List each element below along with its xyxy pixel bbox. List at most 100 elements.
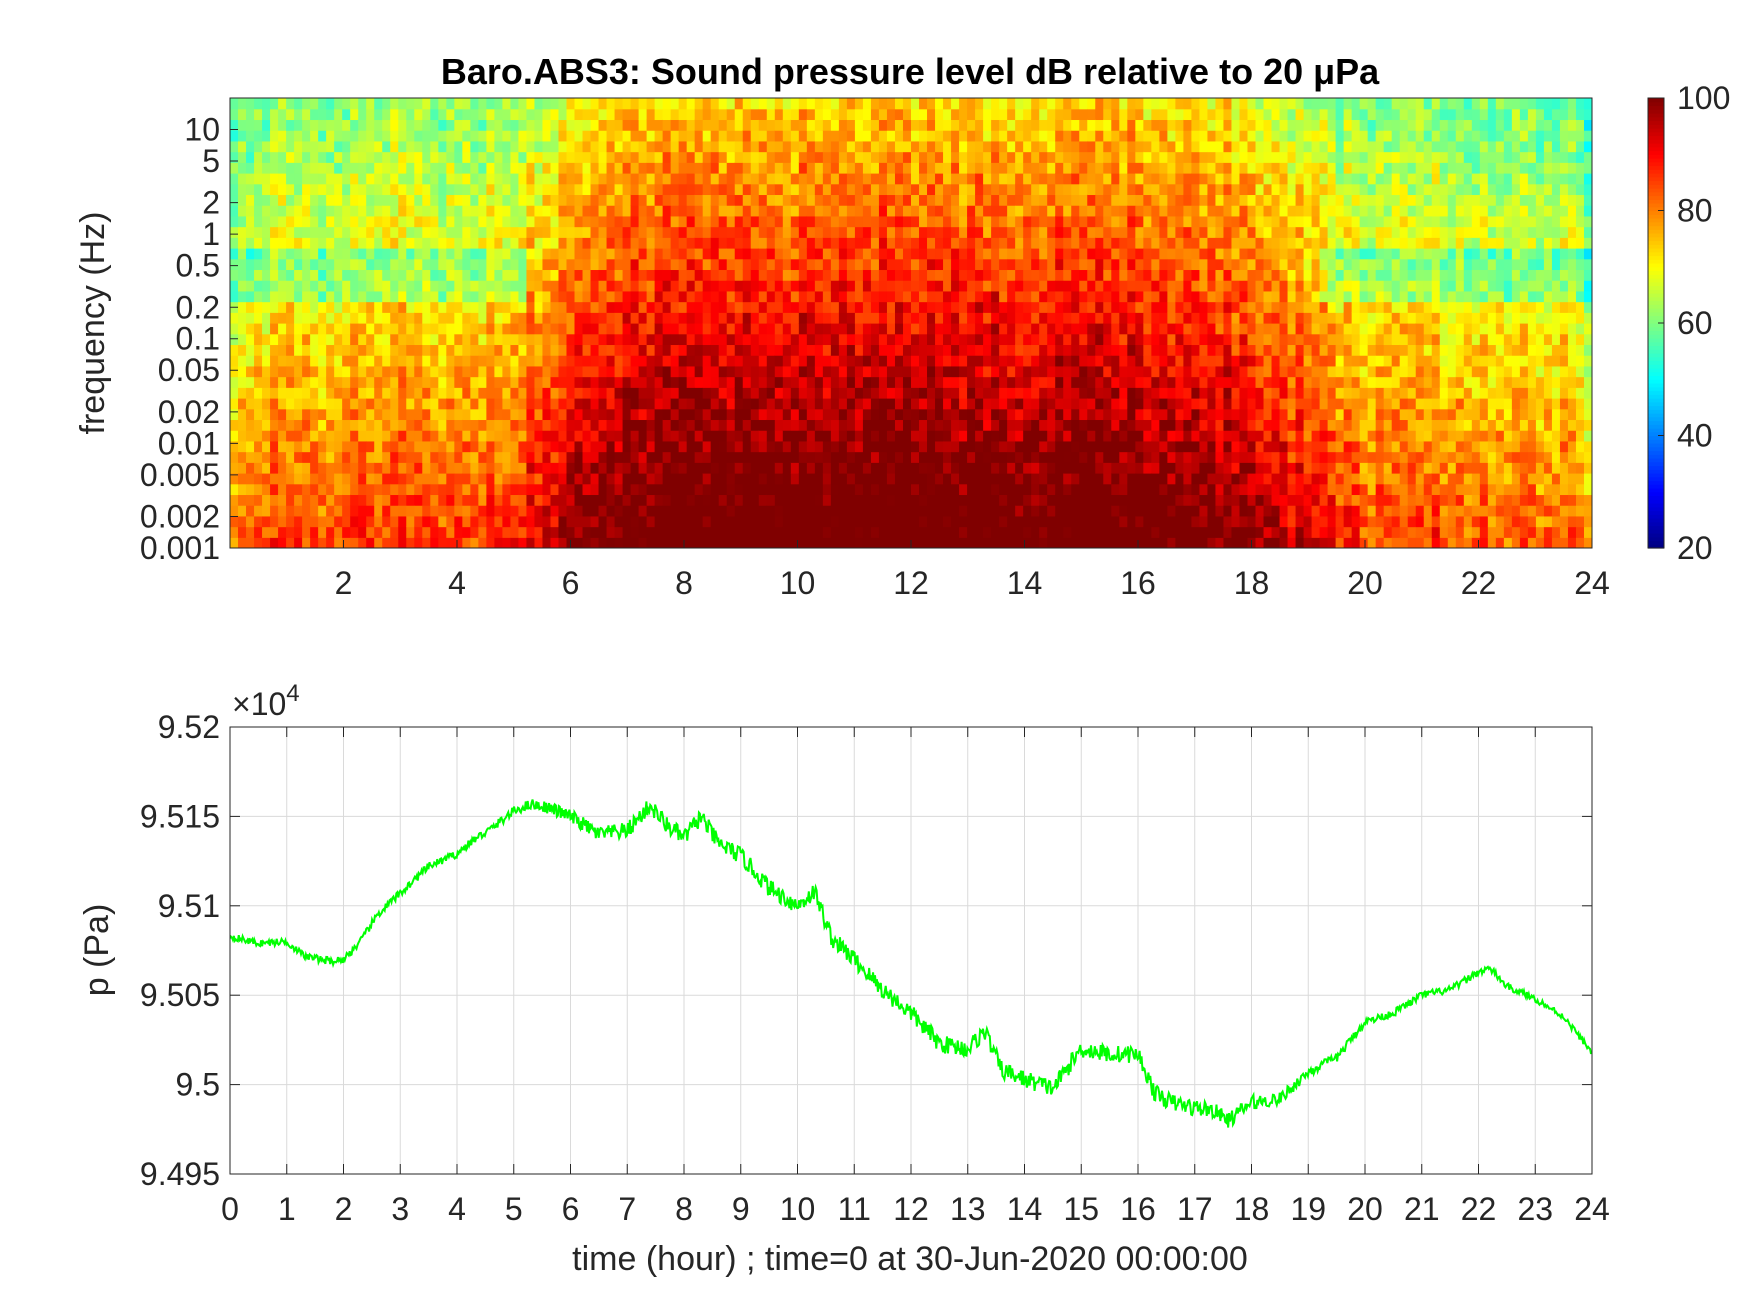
spectrogram-cell	[302, 226, 311, 238]
spectrogram-cell	[470, 451, 479, 463]
spectrogram-cell	[886, 494, 896, 506]
spectrogram-cell	[975, 194, 984, 206]
spectrogram-cell	[919, 505, 928, 517]
spectrogram-cell	[750, 183, 760, 196]
spectrogram-cell	[750, 365, 760, 378]
spectrogram-cell	[734, 215, 744, 228]
spectrogram-cell	[1007, 205, 1016, 217]
spectrogram-cell	[782, 483, 792, 496]
spectrogram-cell	[366, 419, 375, 431]
spectrogram-cell	[1111, 515, 1120, 528]
spectrogram-cell	[1015, 301, 1024, 313]
spectrogram-cell	[694, 494, 704, 506]
spectrogram-cell	[254, 248, 263, 260]
spectrogram-cell	[862, 248, 872, 260]
spectrogram-cell	[638, 387, 648, 399]
spectrogram-cell	[630, 398, 640, 410]
spectrogram-cell	[750, 355, 760, 367]
spectrogram-cell	[230, 430, 239, 442]
spectrogram-cell	[238, 301, 247, 313]
spectrogram-cell	[814, 237, 824, 249]
spectrogram-cell	[1167, 140, 1176, 153]
spectrogram-cell	[774, 408, 784, 421]
spectrogram-cell	[422, 473, 431, 485]
spectrogram-cell	[430, 312, 439, 324]
spectrogram-cell	[983, 312, 992, 324]
spectrogram-cell	[1143, 280, 1152, 292]
spectrogram-cell	[959, 376, 968, 388]
spectrogram-cell	[638, 237, 648, 249]
spectrogram-cell	[1007, 355, 1016, 367]
spectrogram-cell	[550, 376, 560, 388]
spectrogram-cell	[702, 365, 712, 378]
spectrogram-cell	[814, 505, 824, 517]
spectrogram-cell	[822, 280, 832, 292]
spectrogram-cell	[278, 98, 287, 110]
spectrogram-cell	[830, 344, 840, 356]
spectrogram-cell	[598, 483, 608, 496]
spectrogram-cell	[1023, 537, 1032, 548]
spectrogram-cell	[422, 430, 431, 442]
spectrogram-cell	[654, 162, 664, 174]
spectrogram-cell	[678, 280, 688, 292]
spectrogram-cell	[943, 108, 952, 121]
spectrogram-cell	[262, 526, 271, 538]
spectrogram-cell	[494, 280, 503, 292]
spectrogram-cell	[406, 473, 415, 485]
spectrogram-cell	[959, 387, 968, 399]
spectrogram-cell	[326, 108, 335, 121]
spectrogram-cell	[1039, 408, 1048, 421]
spectrogram-cell	[1047, 408, 1056, 421]
spectrogram-cell	[983, 387, 992, 399]
spectrogram-cell	[302, 398, 311, 410]
spectrogram-cell	[999, 248, 1008, 260]
spectrogram-cell	[406, 130, 415, 142]
spectrogram-cell	[967, 290, 976, 303]
spectrogram-cell	[822, 151, 832, 163]
spectrogram-cell	[590, 301, 600, 313]
spectrogram-cell	[478, 323, 487, 335]
spectrogram-cell	[1175, 451, 1184, 463]
spectrogram-cell	[390, 494, 399, 506]
spectrogram-cell	[782, 258, 792, 271]
spectrogram-cell	[502, 108, 512, 121]
spectrogram-cell	[710, 473, 720, 485]
spectrogram-cell	[1047, 205, 1056, 217]
spectrogram-cell	[1095, 237, 1104, 249]
spectrogram-cell	[1119, 248, 1128, 260]
spectrogram-cell	[951, 430, 960, 442]
spectrogram-cell	[566, 226, 576, 238]
spectrogram-cell	[1167, 194, 1176, 206]
spectrogram-cell	[734, 140, 744, 153]
spectrogram-cell	[534, 440, 544, 453]
spectrogram-cell	[462, 290, 471, 303]
spectrogram-cell	[558, 333, 568, 346]
spectrogram-cell	[238, 515, 247, 528]
spectrogram-cell	[686, 237, 696, 249]
spectrogram-cell	[558, 398, 568, 410]
spectrogram-cell	[398, 290, 407, 303]
spectrogram-cell	[358, 248, 367, 260]
spectrogram-cell	[838, 215, 848, 228]
spectrogram-cell	[1071, 408, 1080, 421]
spectrogram-cell	[662, 323, 672, 335]
spectrogram-cell	[1007, 440, 1016, 453]
spectrogram-cell	[662, 333, 672, 346]
spectrogram-cell	[1063, 290, 1072, 303]
spectrogram-cell	[1111, 108, 1120, 121]
spectrogram-cell	[278, 333, 287, 346]
spectrogram-cell	[854, 205, 864, 217]
spectrogram-cell	[1103, 365, 1112, 378]
spectrogram-cell	[510, 290, 520, 303]
spectrogram-cell	[238, 440, 247, 453]
spectrogram-cell	[919, 237, 928, 249]
spectrogram-cell	[814, 526, 824, 538]
spectrogram-cell	[646, 344, 656, 356]
spectrogram-cell	[902, 537, 912, 548]
spectrogram-cell	[470, 183, 479, 196]
spectrogram-cell	[991, 108, 1000, 121]
spectrogram-cell	[935, 473, 944, 485]
spectrogram-cell	[494, 515, 503, 528]
spectrogram-cell	[798, 119, 808, 131]
spectrogram-cell	[670, 419, 680, 431]
